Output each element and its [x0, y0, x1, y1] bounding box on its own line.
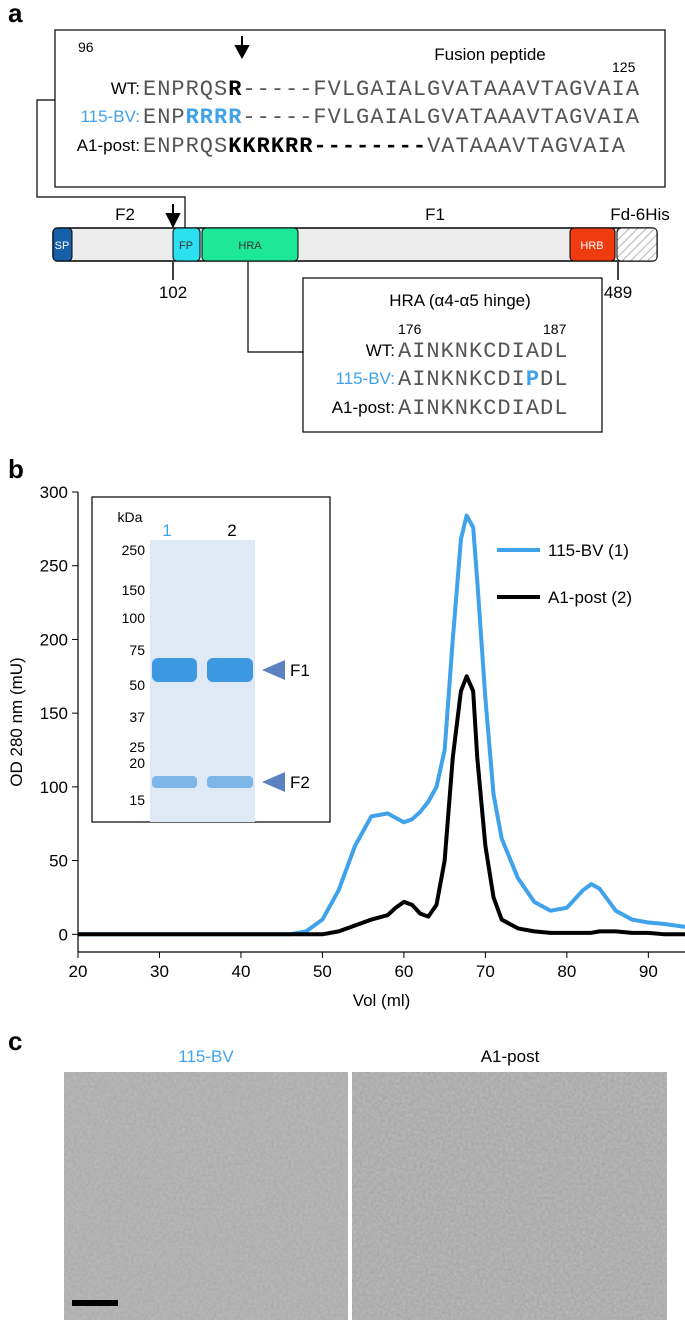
- hra-box: [302, 277, 603, 433]
- x-tick-label: 30: [150, 962, 169, 981]
- gel-band: [207, 776, 253, 788]
- panel-label: c: [8, 1026, 22, 1056]
- marker-label: 25: [129, 739, 145, 755]
- region-label: F1: [425, 205, 445, 224]
- band-arrow: [262, 660, 285, 792]
- row-name: WT:: [111, 79, 140, 98]
- marker-label: 75: [129, 642, 145, 658]
- connector: [36, 99, 186, 228]
- row-name: A1-post:: [77, 136, 140, 155]
- tag: [616, 227, 658, 262]
- gel-band: [152, 658, 197, 682]
- row-name: 115-BV:: [335, 369, 395, 388]
- lane-label: 1: [162, 521, 171, 540]
- domain-label: FP: [179, 240, 193, 252]
- residue-start: 96: [78, 39, 94, 55]
- domain-label: HRA: [238, 240, 262, 252]
- marker-label: 150: [122, 582, 146, 598]
- y-tick-label: 50: [49, 852, 68, 871]
- x-tick-label: 60: [394, 962, 413, 981]
- row-name: A1-post:: [332, 398, 395, 417]
- band-label: F1: [290, 661, 310, 680]
- series-line: [78, 513, 685, 937]
- sequence: AINKNKCDIADL: [398, 339, 568, 364]
- x-tick-label: 20: [69, 962, 88, 981]
- panel-label: a: [8, 0, 23, 28]
- residue-start: 176: [398, 321, 422, 337]
- residue-end: 125: [612, 59, 636, 75]
- gel-band: [152, 776, 197, 788]
- image-title: 115-BV: [178, 1047, 234, 1066]
- y-tick-label: 0: [59, 925, 68, 944]
- domain: [201, 227, 299, 262]
- y-tick-label: 150: [40, 704, 68, 723]
- region-label: F2: [115, 205, 135, 224]
- series-line: [78, 674, 685, 937]
- marker-label: 100: [122, 610, 146, 626]
- lane-label: 2: [227, 521, 236, 540]
- x-axis-label: Vol (ml): [353, 991, 411, 1010]
- connector: [247, 262, 303, 353]
- x-tick-label: 70: [476, 962, 495, 981]
- marker-label: 50: [129, 677, 145, 693]
- arrow: [234, 36, 250, 60]
- gel-band: [207, 658, 253, 682]
- row-name: WT:: [366, 341, 395, 360]
- band-label: F2: [290, 773, 310, 792]
- domain: [172, 227, 201, 262]
- x-tick-label: 80: [557, 962, 576, 981]
- domain-label: HRB: [580, 240, 603, 252]
- marker-label: 37: [129, 709, 145, 725]
- y-tick-label: 250: [40, 557, 68, 576]
- position-label: 102: [159, 283, 187, 302]
- box-title: HRA (α4-α5 hinge): [389, 291, 531, 310]
- domain: [569, 227, 616, 262]
- position-label: 489: [604, 283, 632, 302]
- micrograph-texture: [64, 1072, 348, 1320]
- image-title: A1-post: [481, 1047, 540, 1066]
- protein-bar: [52, 227, 658, 262]
- legend-label: A1-post (2): [548, 588, 632, 607]
- gel-unit: kDa: [118, 509, 143, 525]
- sequence: ENPRQSR-----FVLGAIALGVATAAAVTAGVAIA: [143, 77, 640, 102]
- marker-label: 20: [129, 755, 145, 771]
- panel-label: b: [8, 454, 24, 484]
- y-tick-label: 200: [40, 630, 68, 649]
- sequence: ENPRQSKKRKRR--------VATAAAVTAGVAIA: [143, 134, 626, 159]
- legend-label: 115-BV (1): [548, 541, 629, 560]
- residue-end: 187: [543, 321, 567, 337]
- row-name: 115-BV:: [80, 107, 140, 126]
- arrow: [165, 204, 181, 229]
- sequence: AINKNKCDIPDL: [398, 367, 568, 392]
- fusion-box: [54, 29, 666, 188]
- sequence: ENPRRRR-----FVLGAIALGVATAAAVTAGVAIA: [143, 105, 640, 130]
- y-tick-label: 300: [40, 483, 68, 502]
- y-tick-label: 100: [40, 778, 68, 797]
- box-title: Fusion peptide: [434, 45, 546, 64]
- region-label: Fd-6His: [610, 205, 670, 224]
- marker-label: 250: [122, 542, 146, 558]
- x-tick-label: 40: [231, 962, 250, 981]
- domain-label: SP: [55, 240, 70, 252]
- y-axis-label: OD 280 nm (mU): [7, 657, 26, 786]
- x-tick-label: 90: [639, 962, 658, 981]
- marker-label: 15: [129, 792, 145, 808]
- position-tick: [172, 262, 619, 280]
- domain: [52, 227, 73, 262]
- x-tick-label: 50: [313, 962, 332, 981]
- micrograph-texture: [352, 1072, 667, 1320]
- sequence: AINKNKCDIADL: [398, 396, 568, 421]
